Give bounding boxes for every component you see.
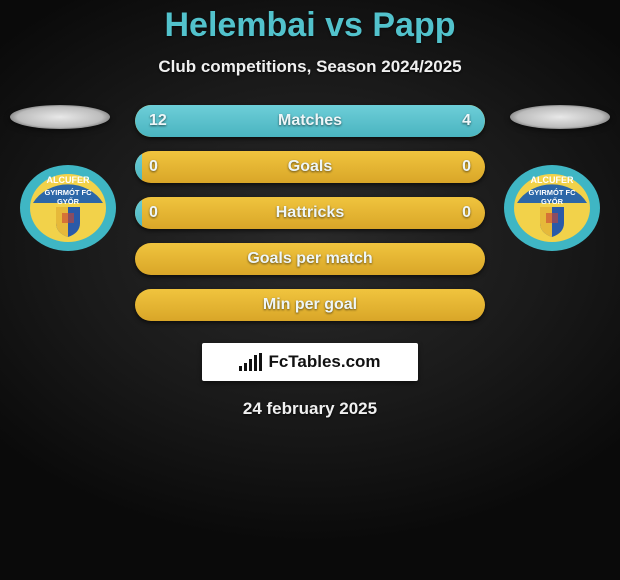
badge-text-bot: GYŐR: [541, 197, 564, 206]
brand-badge: FcTables.com: [202, 343, 418, 381]
stat-value-right: 0: [462, 151, 471, 183]
stat-row-matches: 12 Matches 4: [135, 105, 485, 137]
player-shadow-left: [10, 105, 110, 129]
badge-text-mid: GYIRMÓT FC: [528, 188, 576, 197]
page-title: Helembai vs Papp: [0, 0, 620, 45]
stat-label: Hattricks: [135, 197, 485, 229]
stat-label: Goals: [135, 151, 485, 183]
badge-text-top: ALCUFER: [531, 175, 574, 185]
stat-label: Min per goal: [135, 289, 485, 321]
stat-row-goals: 0 Goals 0: [135, 151, 485, 183]
comparison-infographic: Helembai vs Papp Club competitions, Seas…: [0, 0, 620, 580]
player-shadow-right: [510, 105, 610, 129]
stats-stage: ALCUFER GYIRMÓT FC GYŐR ALCUFER GYIRMÓT …: [0, 105, 620, 321]
stat-row-hattricks: 0 Hattricks 0: [135, 197, 485, 229]
brand-text: FcTables.com: [268, 352, 380, 372]
club-badge-icon: ALCUFER GYIRMÓT FC GYŐR: [18, 163, 118, 253]
badge-text-mid: GYIRMÓT FC: [44, 188, 92, 197]
brand-bars-icon: [239, 353, 262, 371]
stat-value-right: 0: [462, 197, 471, 229]
stat-row-min-per-goal: Min per goal: [135, 289, 485, 321]
date-text: 24 february 2025: [0, 399, 620, 419]
club-badge-right: ALCUFER GYIRMÓT FC GYŐR: [502, 163, 602, 253]
stat-label: Matches: [135, 105, 485, 137]
subtitle: Club competitions, Season 2024/2025: [0, 57, 620, 77]
stat-row-goals-per-match: Goals per match: [135, 243, 485, 275]
stat-value-right: 4: [462, 105, 471, 137]
stat-label: Goals per match: [135, 243, 485, 275]
badge-text-top: ALCUFER: [47, 175, 90, 185]
club-badge-left: ALCUFER GYIRMÓT FC GYŐR: [18, 163, 118, 253]
badge-text-bot: GYŐR: [57, 197, 80, 206]
club-badge-icon: ALCUFER GYIRMÓT FC GYŐR: [502, 163, 602, 253]
